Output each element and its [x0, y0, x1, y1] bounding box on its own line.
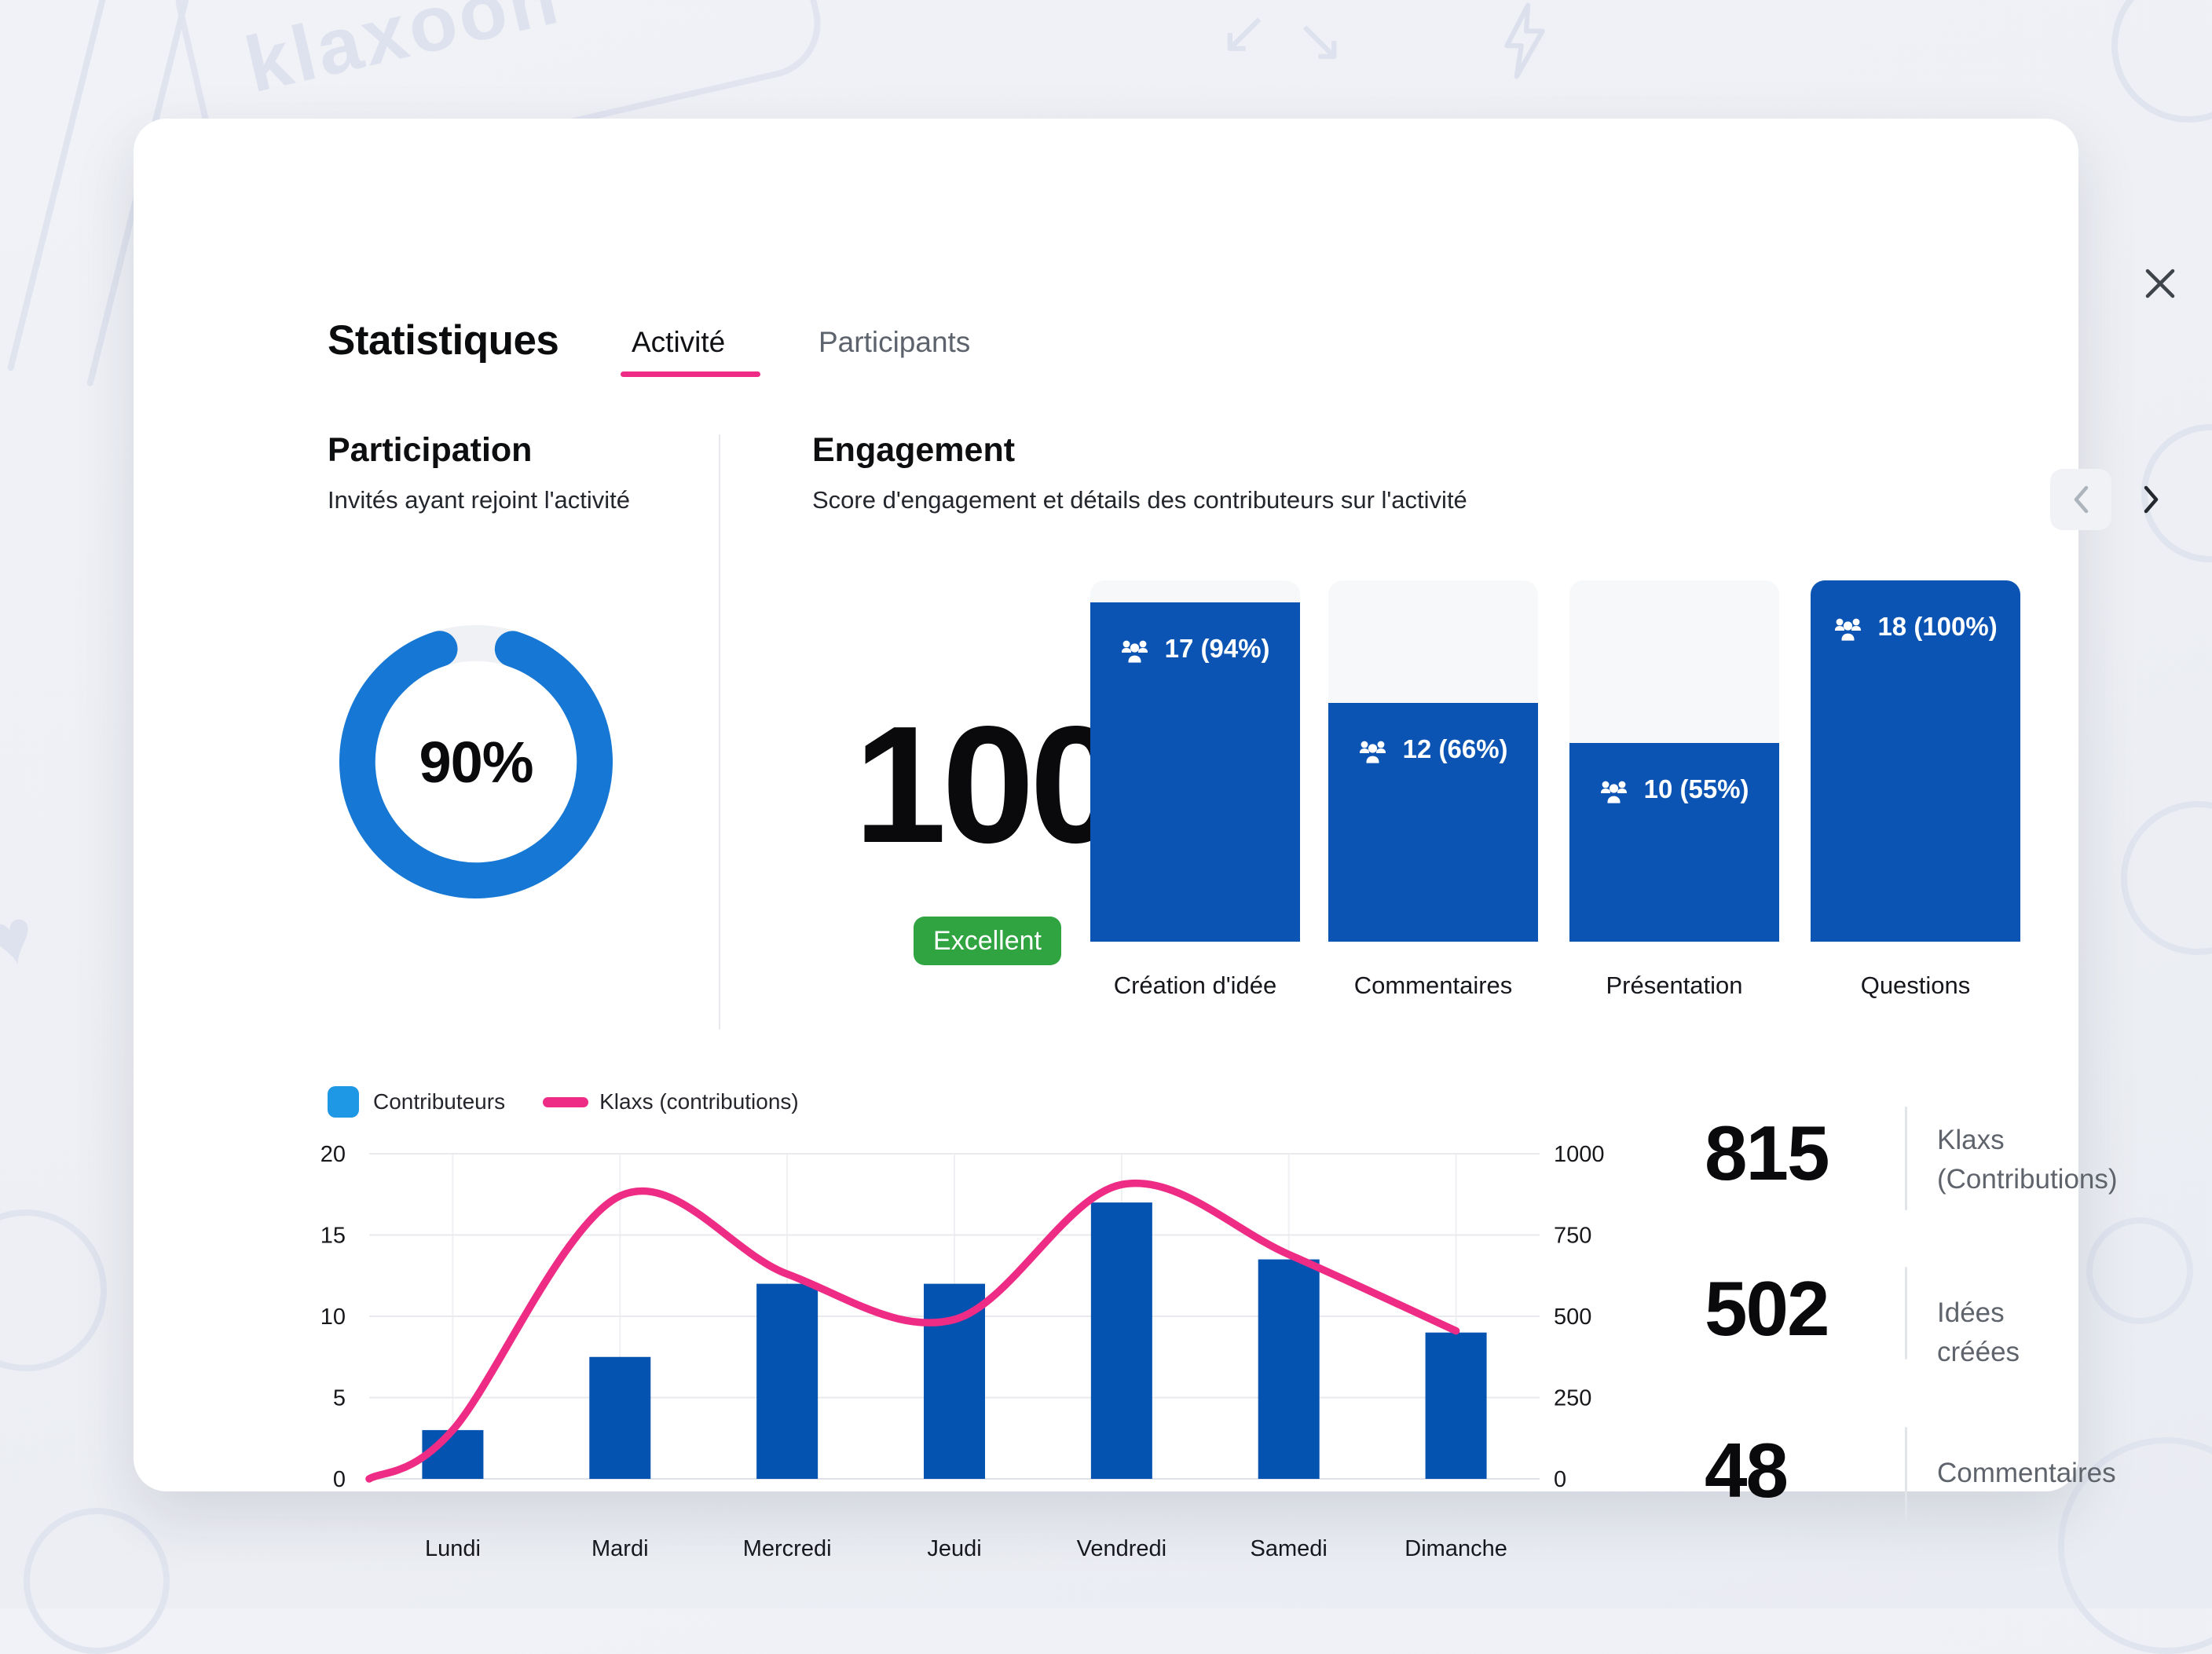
svg-text:750: 750 — [1554, 1224, 1591, 1249]
doodle-arrow-down-left-icon: ↙ — [1219, 0, 1269, 66]
prev-arrow-button[interactable] — [2050, 469, 2111, 530]
column-caption: Création d'idée — [1113, 972, 1277, 999]
legend-label: Contributeurs — [373, 1089, 506, 1114]
engagement-score: 100 — [854, 691, 1122, 877]
svg-text:Dimanche: Dimanche — [1404, 1536, 1507, 1561]
svg-text:Samedi: Samedi — [1251, 1536, 1328, 1561]
stat-label-line: Commentaires — [1937, 1458, 2116, 1488]
svg-text:500: 500 — [1554, 1305, 1591, 1330]
doodle-line — [6, 0, 116, 371]
stat-value-idees: 502 — [1705, 1265, 1830, 1352]
stat-divider — [1905, 1107, 1907, 1210]
column-caption: Commentaires — [1353, 972, 1513, 999]
doodle-circle — [2111, 0, 2212, 123]
badge-label: Excellent — [933, 925, 1042, 956]
svg-text:Mardi: Mardi — [591, 1536, 649, 1561]
tab-participants[interactable]: Participants — [819, 326, 971, 358]
participation-subtitle: Invités ayant rejoint l'activité — [328, 486, 630, 514]
svg-text:Mercredi: Mercredi — [743, 1536, 832, 1561]
column-value: 17 (94%) — [1164, 633, 1270, 663]
stat-label-klaxs: Klaxs (Contributions) — [1937, 1121, 2118, 1198]
contributions-combo-chart: 0 0 5 250 10 500 15 750 20 1000 Lundi Mardi Mercredi… — [320, 1142, 1605, 1561]
engagement-subtitle: Score d'engagement et détails des contri… — [812, 486, 1467, 514]
svg-text:0: 0 — [1554, 1467, 1566, 1492]
active-tab-underline — [621, 371, 760, 377]
legend-label: Klaxs (contributions) — [599, 1089, 799, 1114]
statistics-modal: Statistiques Activité Participants Parti… — [134, 119, 2175, 1561]
people-icon — [1835, 618, 1862, 641]
people-icon — [1122, 640, 1148, 663]
people-icon — [1601, 781, 1628, 803]
engagement-column-creation: 17 (94%) — [1090, 580, 1300, 942]
next-arrow-button[interactable] — [2121, 469, 2182, 530]
doodle-arrow-down-right-icon: ↘ — [1295, 7, 1345, 74]
people-icon — [1360, 741, 1386, 763]
column-caption: Présentation — [1606, 972, 1743, 999]
participation-title: Participation — [328, 431, 533, 469]
svg-text:15: 15 — [320, 1224, 346, 1249]
stat-value-klaxs: 815 — [1705, 1110, 1830, 1196]
legend-item-klaxs[interactable]: Klaxs (contributions) — [543, 1089, 799, 1114]
svg-text:1000: 1000 — [1554, 1142, 1605, 1167]
line-swatch-icon — [543, 1096, 589, 1107]
page-title: Statistiques — [328, 317, 559, 364]
column-value: 10 (55%) — [1643, 774, 1749, 803]
section-divider — [719, 434, 720, 1030]
column-caption: Questions — [1860, 972, 1971, 999]
legend-item-contributeurs[interactable]: Contributeurs — [328, 1086, 505, 1118]
stat-label-line: (Contributions) — [1937, 1163, 2118, 1195]
stat-label-line: Klaxs — [1937, 1125, 2005, 1155]
stat-label-line: Idées créées — [1937, 1297, 2020, 1367]
participation-donut-chart: 90% — [339, 625, 613, 898]
column-value: 18 (100%) — [1877, 612, 1998, 641]
svg-text:10: 10 — [320, 1305, 346, 1330]
tab-activite[interactable]: Activité — [632, 326, 726, 358]
doodle-circle — [2086, 1217, 2193, 1324]
svg-text:Jeudi: Jeudi — [927, 1536, 981, 1561]
close-icon[interactable] — [2135, 258, 2185, 309]
engagement-column-commentaires: 12 (66%) — [1328, 580, 1538, 942]
column-value: 12 (66%) — [1402, 734, 1508, 764]
doodle-lightning-icon — [1504, 2, 1545, 79]
chevron-left-icon — [2074, 485, 2089, 514]
stat-label-idees: Idées créées — [1937, 1294, 2078, 1371]
doodle-circle — [0, 1209, 107, 1371]
svg-text:20: 20 — [320, 1142, 346, 1167]
participation-percent: 90% — [419, 729, 533, 795]
svg-text:250: 250 — [1554, 1386, 1591, 1411]
svg-text:0: 0 — [333, 1467, 346, 1492]
engagement-column-presentation: 10 (55%) — [1569, 580, 1779, 942]
svg-text:Vendredi: Vendredi — [1077, 1536, 1167, 1561]
engagement-score-badge: Excellent — [914, 917, 1061, 965]
engagement-column-questions: 18 (100%) — [1811, 580, 2020, 942]
doodle-heart-icon: ♥ — [0, 891, 43, 985]
doodle-circle — [24, 1508, 170, 1654]
doodle-circle — [2121, 801, 2212, 955]
bar-swatch-icon — [328, 1086, 359, 1118]
stat-label-commentaires: Commentaires — [1937, 1454, 2116, 1493]
chevron-right-icon — [2144, 485, 2159, 514]
svg-text:5: 5 — [333, 1386, 346, 1411]
donut-arc — [339, 625, 613, 898]
stat-divider — [1905, 1427, 1907, 1520]
svg-text:Lundi: Lundi — [425, 1536, 481, 1561]
engagement-title: Engagement — [812, 431, 1016, 469]
stat-value-commentaires: 48 — [1705, 1427, 1789, 1513]
chart-legend: Contributeurs Klaxs (contributions) — [328, 1086, 799, 1118]
stat-divider — [1905, 1267, 1907, 1359]
